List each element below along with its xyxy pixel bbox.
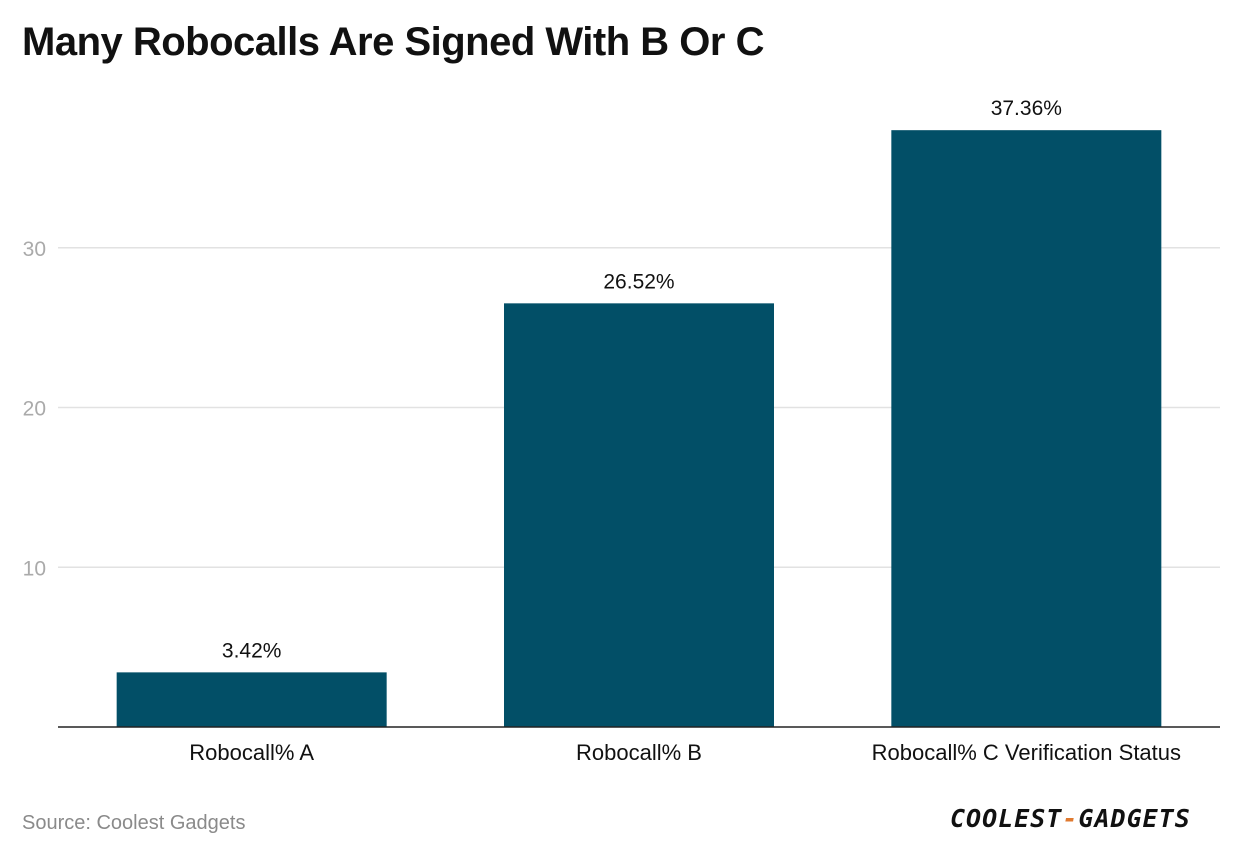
bar <box>504 303 774 727</box>
data-label: 3.42% <box>222 639 282 662</box>
source-note: Source: Coolest Gadgets <box>22 812 246 834</box>
bar <box>116 672 387 727</box>
x-tick-label: Robocall% A <box>189 740 314 765</box>
brand-logo: COOLEST-GADGETS <box>950 804 1191 833</box>
y-tick-labels: 10 20 30 <box>23 238 46 581</box>
logo-text-left: COOLEST <box>950 804 1063 833</box>
y-tick-label: 20 <box>23 398 46 421</box>
y-tick-label: 30 <box>23 238 46 261</box>
chart-title: Many Robocalls Are Signed With B Or C <box>22 20 764 64</box>
data-label: 26.52% <box>603 270 674 293</box>
x-tick-label: Robocall% C Verification Status <box>872 740 1181 765</box>
x-tick-label: Robocall% B <box>576 740 702 765</box>
bars <box>116 130 1162 727</box>
bar <box>891 130 1162 727</box>
logo-text-right: GADGETS <box>1078 804 1191 833</box>
logo-dash: - <box>1062 804 1079 833</box>
data-label: 37.36% <box>991 97 1062 120</box>
x-tick-labels: Robocall% A Robocall% B Robocall% C Verifi… <box>189 740 1181 765</box>
data-labels: 3.42% 26.52% 37.36% <box>222 97 1062 662</box>
y-tick-label: 10 <box>23 557 46 580</box>
